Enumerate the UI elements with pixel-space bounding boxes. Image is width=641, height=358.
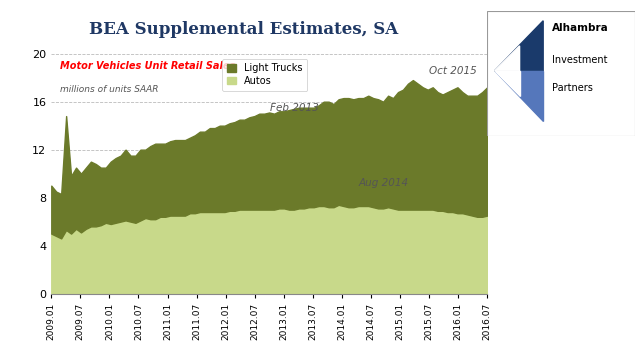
- Text: Investment: Investment: [552, 55, 608, 64]
- Polygon shape: [495, 21, 543, 71]
- Text: Oct 2015: Oct 2015: [429, 66, 476, 76]
- Text: Aug 2014: Aug 2014: [358, 178, 408, 188]
- Text: Alhambra: Alhambra: [552, 23, 609, 33]
- Legend: Light Trucks, Autos: Light Trucks, Autos: [222, 59, 308, 91]
- Text: BEA Supplemental Estimates, SA: BEA Supplemental Estimates, SA: [89, 21, 398, 38]
- Polygon shape: [495, 46, 520, 71]
- Polygon shape: [495, 71, 543, 121]
- Text: Partners: Partners: [552, 83, 593, 93]
- Text: millions of units SAAR: millions of units SAAR: [60, 85, 158, 94]
- Text: Motor Vehicles Unit Retail Sales: Motor Vehicles Unit Retail Sales: [60, 61, 235, 71]
- Polygon shape: [495, 71, 520, 96]
- Text: Feb 2013: Feb 2013: [270, 103, 319, 113]
